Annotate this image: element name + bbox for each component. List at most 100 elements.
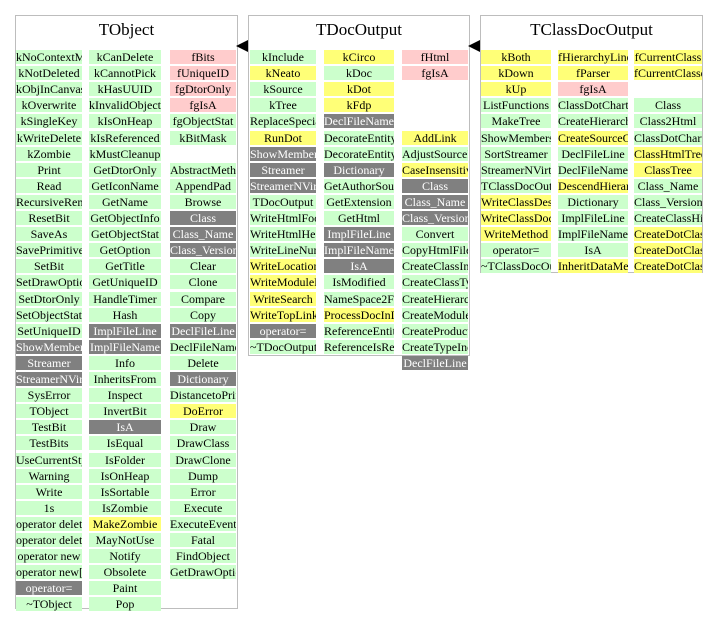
member-entry[interactable]: SetObjectStat xyxy=(16,307,82,322)
member-entry[interactable]: Error xyxy=(170,484,236,499)
member-entry[interactable]: kUp xyxy=(481,82,551,97)
member-entry[interactable]: DrawClass xyxy=(170,436,236,451)
member-entry[interactable]: DeclFileName xyxy=(558,162,628,177)
member-entry[interactable]: ProcessDocInDir xyxy=(324,307,394,322)
member-entry[interactable]: operator= xyxy=(250,323,316,338)
member-entry[interactable]: Streamer xyxy=(250,162,316,177)
member-entry[interactable]: kInclude xyxy=(250,50,316,64)
member-entry[interactable]: kWriteDelete xyxy=(16,130,82,145)
member-entry[interactable]: Hash xyxy=(89,307,161,322)
member-entry[interactable]: Draw xyxy=(170,420,236,435)
member-entry[interactable]: fUniqueID xyxy=(170,66,236,81)
member-entry[interactable]: TestBit xyxy=(16,420,82,435)
member-entry[interactable]: kObjInCanvas xyxy=(16,82,82,97)
member-entry[interactable]: Print xyxy=(16,162,82,177)
member-entry[interactable]: WriteHtmlHeader xyxy=(250,227,316,242)
member-entry[interactable]: kSingleKey xyxy=(16,114,82,129)
member-entry[interactable]: TDocOutput xyxy=(250,194,316,209)
member-entry[interactable]: CopyHtmlFile xyxy=(402,243,468,258)
member-entry[interactable]: kCirco xyxy=(324,50,394,64)
member-entry[interactable]: kOverwrite xyxy=(16,98,82,113)
member-entry[interactable]: ReplaceSpecialChars xyxy=(250,114,316,129)
member-entry[interactable]: DecorateEntityEnd xyxy=(324,146,394,161)
member-entry[interactable]: WriteTopLinks xyxy=(250,307,316,322)
member-entry[interactable]: RunDot xyxy=(250,130,316,145)
member-entry[interactable]: NameSpace2FileName xyxy=(324,291,394,306)
member-entry[interactable]: InheritDataMembers xyxy=(558,259,628,274)
member-entry[interactable]: kDot xyxy=(324,82,394,97)
member-entry[interactable]: Read xyxy=(16,178,82,193)
member-entry[interactable]: UseCurrentStyle xyxy=(16,452,82,467)
member-entry[interactable]: AppendPad xyxy=(170,178,236,193)
member-entry[interactable]: kDown xyxy=(481,66,551,81)
member-entry[interactable]: operator delete[] xyxy=(16,533,82,547)
member-entry[interactable]: ImplFileName xyxy=(324,243,394,258)
member-entry[interactable]: ResetBit xyxy=(16,211,82,225)
member-entry[interactable]: CreateProductIndex xyxy=(402,323,468,338)
member-entry[interactable]: GetAuthorSourceFile xyxy=(324,178,394,193)
member-entry[interactable]: Class xyxy=(170,211,236,225)
member-entry[interactable]: fHtml xyxy=(402,50,468,64)
member-entry[interactable]: Warning xyxy=(16,468,82,483)
member-entry[interactable]: 1s xyxy=(16,500,82,515)
member-entry[interactable]: SortStreamer xyxy=(481,146,551,161)
member-entry[interactable]: Dump xyxy=(170,468,236,483)
member-entry[interactable]: GetOption xyxy=(89,243,161,258)
member-entry[interactable]: fgDtorOnly xyxy=(170,82,236,97)
member-entry[interactable]: ImplFileName xyxy=(89,339,161,354)
member-entry[interactable]: Class_Version xyxy=(402,211,468,225)
member-entry[interactable]: operator new[] xyxy=(16,565,82,580)
member-entry[interactable]: InvertBit xyxy=(89,404,161,419)
member-entry[interactable]: kBoth xyxy=(481,50,551,64)
member-entry[interactable]: MakeTree xyxy=(481,114,551,129)
member-entry[interactable]: IsEqual xyxy=(89,436,161,451)
member-entry[interactable]: ClassDotCharts xyxy=(634,130,702,145)
member-entry[interactable]: StreamerNVirtual xyxy=(250,178,316,193)
member-entry[interactable]: kInvalidObject xyxy=(89,98,161,113)
member-entry[interactable]: ReferenceEntity xyxy=(324,323,394,338)
member-entry[interactable]: Class2Html xyxy=(634,114,702,129)
member-entry[interactable]: CreateHierarchy xyxy=(402,291,468,306)
member-entry[interactable]: WriteLineNumbers xyxy=(250,243,316,258)
member-entry[interactable]: Dictionary xyxy=(324,162,394,177)
member-entry[interactable]: WriteSearch xyxy=(250,291,316,306)
member-entry[interactable]: SetDrawOption xyxy=(16,275,82,290)
member-entry[interactable]: CreateClassIndex xyxy=(402,259,468,274)
member-entry[interactable]: Obsolete xyxy=(89,565,161,580)
member-entry[interactable]: kIsOnHeap xyxy=(89,114,161,129)
member-entry[interactable]: Class_Name xyxy=(402,194,468,209)
member-entry[interactable]: IsFolder xyxy=(89,452,161,467)
member-entry[interactable]: TestBits xyxy=(16,436,82,451)
member-entry[interactable]: WriteClassDocHeader xyxy=(481,211,551,225)
member-entry[interactable]: IsA xyxy=(558,243,628,258)
member-entry[interactable]: kDoc xyxy=(324,66,394,81)
member-entry[interactable]: GetIconName xyxy=(89,178,161,193)
member-entry[interactable]: CreateClassTypeDefs xyxy=(402,275,468,290)
member-entry[interactable]: ImplFileLine xyxy=(324,227,394,242)
member-entry[interactable]: CreateDotClassChartInh xyxy=(634,259,702,274)
member-entry[interactable]: fCurrentClassesTypedefs xyxy=(634,66,702,81)
member-entry[interactable]: DistancetoPrimitive xyxy=(170,388,236,403)
member-entry[interactable]: fgObjectStat xyxy=(170,114,236,129)
member-entry[interactable]: DoError xyxy=(170,404,236,419)
member-entry[interactable]: AdjustSourcePath xyxy=(402,146,468,161)
member-entry[interactable]: Browse xyxy=(170,194,236,209)
member-entry[interactable]: fgIsA xyxy=(402,66,468,81)
member-entry[interactable]: RecursiveRemove xyxy=(16,194,82,209)
member-entry[interactable]: operator= xyxy=(481,243,551,258)
member-entry[interactable]: kFdp xyxy=(324,98,394,113)
member-entry[interactable]: CreateClassHierarchy xyxy=(634,211,702,225)
member-entry[interactable]: Class_Name xyxy=(170,227,236,242)
member-entry[interactable]: Notify xyxy=(89,549,161,564)
member-entry[interactable]: Clear xyxy=(170,259,236,274)
member-entry[interactable]: GetHtml xyxy=(324,211,394,225)
member-entry[interactable]: ~TObject xyxy=(16,597,82,612)
member-entry[interactable]: kCannotPick xyxy=(89,66,161,81)
member-entry[interactable]: fgIsA xyxy=(558,82,628,97)
member-entry[interactable]: ~TClassDocOutput xyxy=(481,259,551,274)
member-entry[interactable]: GetDtorOnly xyxy=(89,162,161,177)
member-entry[interactable]: fParser xyxy=(558,66,628,81)
member-entry[interactable]: GetExtension xyxy=(324,194,394,209)
member-entry[interactable]: WriteModuleLinks xyxy=(250,275,316,290)
member-entry[interactable]: ShowMembers xyxy=(16,339,82,354)
